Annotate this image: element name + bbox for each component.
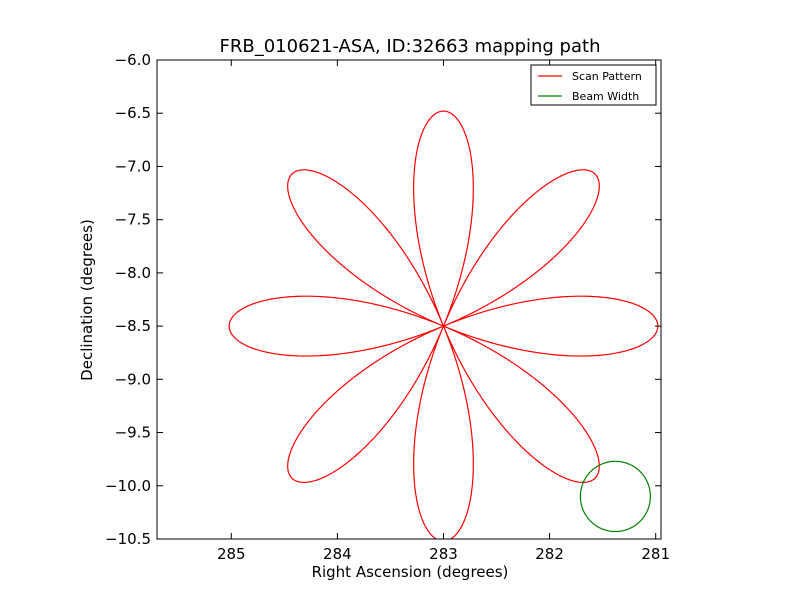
y-tick-label: −8.5 [115,317,151,335]
plot-frame [156,59,662,540]
x-tick-label: 285 [217,545,246,563]
ticks-layer: 285 284 283 282 281 −6.0 −6.5 −7.0 −7.5 −8.0 −8.5 −… [105,51,670,563]
legend-label-scan-pattern: Scan Pattern [572,70,642,83]
series-line-beam-width [579,460,651,533]
plot-background [157,60,661,539]
y-tick-label: −10.0 [105,477,151,495]
y-tick-label: −8.0 [115,264,151,282]
chart-title: FRB_010621-ASA, ID:32663 mapping path [220,36,601,57]
legend: Scan Pattern Beam Width [530,64,657,106]
x-tick-label: 282 [535,545,564,563]
x-axis-label: Right Ascension (degrees) [312,563,509,581]
x-tick-label: 284 [323,545,352,563]
y-tick-label: −10.5 [105,530,151,548]
x-tick-label: 281 [641,545,670,563]
legend-box [530,64,657,106]
y-tick-label: −7.5 [115,211,151,229]
y-axis-label: Declination (degrees) [78,219,96,381]
legend-label-beam-width: Beam Width [572,90,639,103]
y-tick-label: −9.5 [115,424,151,442]
y-tick-label: −7.0 [115,157,151,175]
y-tick-label: −9.0 [115,370,151,388]
y-tick-label: −6.5 [115,104,151,122]
plot-area: 285 284 283 282 281 −6.0 −6.5 −7.0 −7.5 −8.0 −8.5 −… [105,51,670,563]
y-tick-label: −6.0 [115,51,151,69]
x-tick-label: 283 [429,545,458,563]
